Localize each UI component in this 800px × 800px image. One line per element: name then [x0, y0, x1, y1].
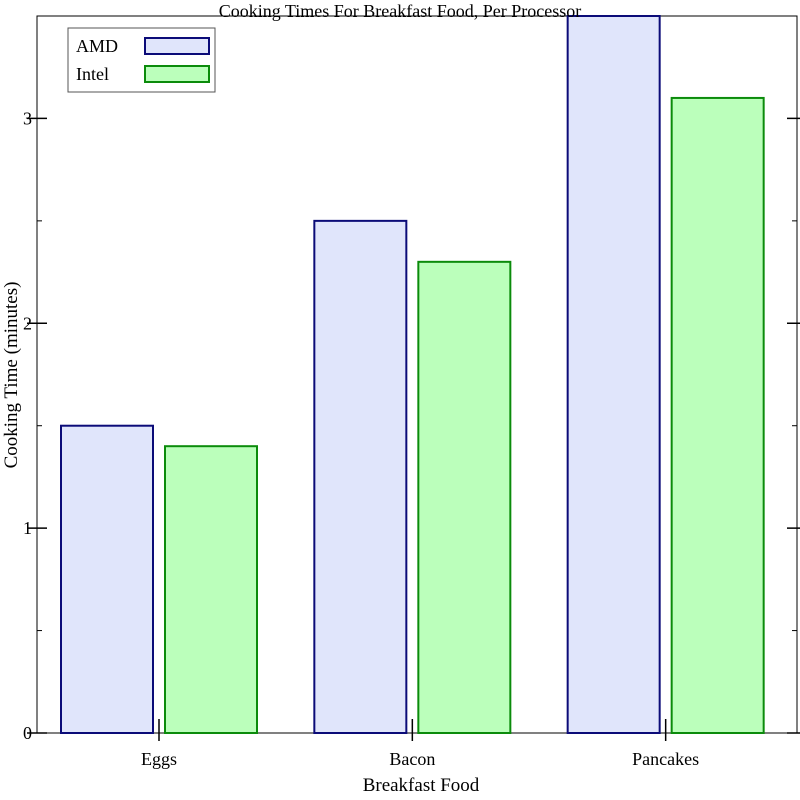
x-tick-label: Bacon [389, 749, 435, 769]
x-axis-label: Breakfast Food [363, 775, 480, 796]
plot-frame [36, 15, 798, 734]
x-tick-label: Eggs [141, 749, 177, 769]
legend-swatch-intel [144, 65, 210, 83]
y-tick-label: 3 [23, 108, 32, 128]
legend-label-intel: Intel [76, 64, 109, 84]
y-tick-label: 2 [23, 313, 32, 333]
legend-swatch-amd [144, 37, 210, 55]
plot-area: Eggs Bacon Pancakes 0 1 2 3 [23, 15, 800, 769]
y-tick-label: 0 [23, 723, 32, 743]
y-axis-label: Cooking Time (minutes) [1, 282, 22, 469]
x-tick-label: Pancakes [632, 749, 699, 769]
legend: AMD Intel [67, 27, 216, 93]
bar-amd-bacon [313, 219, 408, 735]
chart-title: Cooking Times For Breakfast Food, Per Pr… [219, 1, 582, 21]
bar-amd-eggs [60, 424, 154, 734]
bar-amd-pancakes [566, 15, 661, 734]
y-tick-label: 1 [23, 518, 32, 538]
bar-intel-pancakes [670, 96, 765, 734]
legend-label-amd: AMD [76, 36, 118, 56]
bar-intel-eggs [164, 445, 258, 734]
bar-intel-bacon [417, 260, 512, 734]
